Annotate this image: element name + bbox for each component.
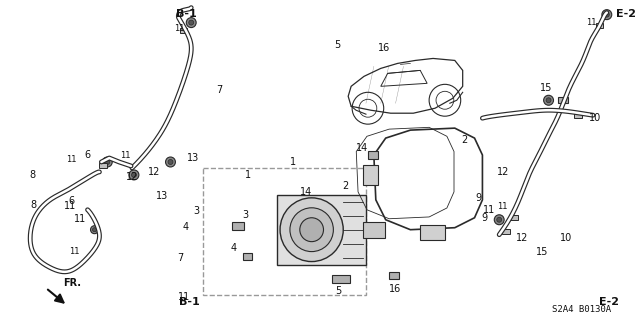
Text: 2: 2 — [461, 135, 468, 145]
Circle shape — [93, 228, 97, 232]
Text: 11: 11 — [497, 202, 508, 211]
Bar — [363, 165, 378, 185]
Bar — [332, 276, 350, 284]
Text: 3: 3 — [243, 210, 248, 220]
Circle shape — [543, 95, 554, 105]
Circle shape — [497, 217, 502, 222]
Bar — [99, 164, 108, 168]
Text: 16: 16 — [378, 43, 390, 53]
Text: 11: 11 — [178, 292, 190, 302]
Text: 11: 11 — [64, 201, 76, 211]
Circle shape — [131, 172, 136, 177]
Circle shape — [102, 157, 112, 167]
Bar — [574, 113, 582, 118]
Text: 7: 7 — [178, 253, 184, 263]
Text: 4: 4 — [230, 243, 237, 252]
Text: 11: 11 — [74, 214, 86, 224]
Text: S2A4 B0130A: S2A4 B0130A — [552, 305, 611, 314]
Circle shape — [129, 170, 139, 180]
Bar — [596, 23, 604, 28]
Text: 11: 11 — [70, 247, 80, 256]
Text: 1: 1 — [245, 170, 252, 180]
Text: 14: 14 — [356, 143, 368, 153]
Text: 12: 12 — [147, 167, 160, 177]
Text: 6: 6 — [84, 150, 91, 160]
Text: 3: 3 — [193, 206, 200, 216]
Bar — [388, 271, 399, 279]
Text: 10: 10 — [560, 233, 572, 243]
Text: E-2: E-2 — [616, 9, 636, 19]
Circle shape — [604, 12, 609, 17]
Text: 12: 12 — [497, 167, 509, 177]
Bar — [420, 225, 445, 240]
Circle shape — [280, 198, 343, 261]
Text: 12: 12 — [126, 172, 138, 181]
Text: B-1: B-1 — [179, 297, 199, 307]
Circle shape — [186, 18, 196, 28]
Text: 14: 14 — [300, 187, 312, 197]
Circle shape — [290, 208, 333, 252]
Bar — [203, 168, 366, 295]
Bar — [368, 151, 378, 159]
Text: 11: 11 — [586, 18, 596, 27]
Circle shape — [189, 20, 194, 25]
Text: FR.: FR. — [63, 278, 81, 288]
Text: 8: 8 — [29, 170, 35, 180]
Circle shape — [494, 215, 504, 225]
Text: 5: 5 — [334, 40, 340, 50]
Text: 15: 15 — [540, 83, 553, 93]
Circle shape — [166, 157, 175, 167]
Text: 15: 15 — [536, 247, 548, 257]
Text: 10: 10 — [589, 113, 601, 123]
Circle shape — [168, 159, 173, 164]
Text: 7: 7 — [216, 85, 222, 95]
Text: 11: 11 — [120, 150, 131, 160]
Bar — [363, 222, 385, 238]
Text: 16: 16 — [389, 284, 402, 294]
Circle shape — [546, 98, 551, 103]
Text: 12: 12 — [516, 233, 528, 243]
Text: 5: 5 — [335, 286, 341, 296]
Circle shape — [105, 159, 110, 164]
Text: 11: 11 — [174, 24, 184, 33]
Text: 9: 9 — [481, 213, 488, 223]
Text: 11: 11 — [67, 156, 77, 164]
Text: 6: 6 — [68, 196, 74, 206]
Text: 13: 13 — [156, 191, 168, 201]
Bar — [243, 253, 252, 260]
Bar — [502, 229, 510, 234]
Text: 9: 9 — [476, 193, 481, 203]
Bar — [559, 97, 568, 103]
Text: 8: 8 — [30, 200, 36, 210]
Text: 13: 13 — [187, 153, 199, 163]
Text: 4: 4 — [182, 222, 188, 232]
Text: B-1: B-1 — [176, 9, 196, 19]
Circle shape — [90, 226, 99, 234]
Bar — [180, 28, 187, 33]
Bar — [277, 195, 366, 265]
Bar — [510, 215, 518, 220]
Bar — [232, 222, 244, 230]
Text: E-2: E-2 — [599, 297, 619, 307]
Circle shape — [300, 218, 323, 242]
Text: 1: 1 — [289, 157, 296, 167]
Text: 11: 11 — [483, 205, 495, 215]
Text: 2: 2 — [342, 181, 349, 191]
Circle shape — [602, 10, 612, 20]
